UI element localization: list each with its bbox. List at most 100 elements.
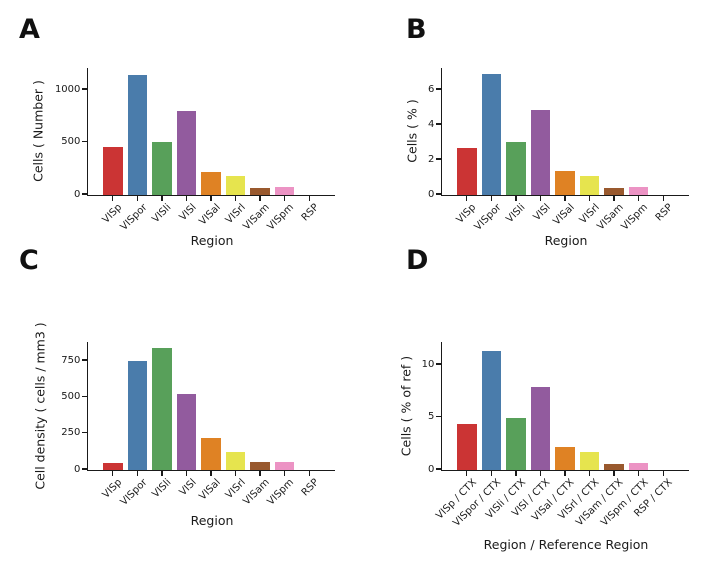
panel-letter-c: C — [19, 245, 39, 276]
x-tick-mark — [613, 196, 615, 201]
y-tick-label: 500 — [61, 136, 81, 147]
bar-vispm-ctx — [628, 463, 649, 470]
y-tick-label: 4 — [428, 118, 435, 130]
bar-visal — [201, 438, 221, 470]
plot-area-b: 0 2 4 6 VISp VISpor VISli VISl VISal VISrl VISam VI… — [428, 68, 689, 233]
x-tick-mark — [662, 471, 664, 476]
y-tick-mark — [82, 468, 87, 470]
x-tick-mark — [185, 196, 188, 201]
x-tick-mark — [161, 471, 163, 476]
x-tick-mark — [112, 196, 114, 201]
y-tick-label: 0 — [428, 463, 435, 475]
x-tick-mark — [613, 471, 615, 476]
bar-visal — [201, 171, 221, 195]
plot-area-c: 0 250 500 750 VISp VISpor VISli VISl VISal VISrl V… — [61, 342, 335, 508]
y-tick-mark — [436, 123, 441, 125]
bar-visp — [457, 148, 477, 195]
y-tick-mark — [82, 395, 87, 398]
bar-visrl — [225, 452, 246, 470]
bar-visli — [152, 348, 172, 470]
y-tick-mark — [436, 363, 441, 365]
y-tick-mark — [436, 468, 441, 470]
x-tick-mark — [185, 471, 188, 476]
bar-visam — [250, 462, 270, 470]
bar-visrl — [579, 176, 600, 195]
bar-visl — [176, 110, 197, 195]
y-tick-label: 250 — [61, 427, 81, 439]
bar-vispor-ctx — [481, 351, 502, 470]
y-tick-mark — [436, 193, 441, 195]
bar-visal-ctx — [555, 447, 575, 470]
x-tick-mark — [210, 471, 212, 476]
y-tick-mark — [436, 158, 441, 160]
bar-visli — [506, 142, 526, 195]
x-tick-mark — [161, 196, 163, 201]
bar-visal — [555, 170, 575, 195]
y-axis-label: Cells ( % of ref ) — [398, 355, 414, 456]
bar-visp-ctx — [457, 424, 477, 470]
y-tick-label: 0 — [428, 188, 435, 200]
x-tick-mark — [588, 471, 591, 476]
y-tick-label: 5 — [428, 411, 435, 423]
y-tick-label: 0 — [74, 188, 81, 200]
y-tick-mark — [82, 193, 87, 195]
bar-visam — [250, 187, 270, 195]
x-tick-mark — [466, 471, 468, 476]
x-tick-mark — [637, 471, 640, 476]
panel-letter-d: D — [406, 245, 429, 276]
y-tick-label: 1000 — [54, 83, 81, 95]
x-tick-mark — [308, 196, 310, 201]
y-tick-mark — [82, 359, 87, 361]
y-tick-mark — [82, 88, 87, 90]
x-tick-mark — [564, 196, 566, 201]
plot-area-a: 0 500 1000 VISp VISpor VISli VISl VISal VISrl VIS… — [55, 68, 335, 233]
x-tick-mark — [283, 471, 286, 476]
bar-visam — [604, 187, 624, 195]
y-tick-label: 0 — [74, 463, 81, 475]
x-tick-mark — [259, 196, 261, 201]
bar-vispm — [274, 462, 295, 470]
x-tick-mark — [490, 196, 492, 201]
bar-vispm — [628, 186, 649, 195]
plot-area-d: 0 5 10 VISp / CTX VISpor / CTX VISli / CTX VIS… — [422, 342, 689, 529]
x-tick-mark — [210, 196, 212, 201]
bar-visl — [530, 109, 551, 195]
x-tick-mark — [136, 471, 138, 476]
x-tick-mark — [515, 196, 517, 201]
x-tick-mark — [564, 471, 566, 476]
bar-visli-ctx — [506, 417, 526, 470]
panel-letter-a: A — [19, 14, 40, 45]
x-tick-mark — [283, 196, 286, 201]
x-axis-label: Region / Reference Region — [483, 537, 649, 552]
x-tick-mark — [136, 196, 138, 201]
x-tick-mark — [259, 471, 261, 476]
x-tick-mark — [637, 196, 640, 201]
x-tick-mark — [588, 196, 591, 201]
bar-visrl-ctx — [579, 452, 600, 470]
y-tick-label: 2 — [428, 153, 435, 165]
bar-visp — [103, 147, 123, 195]
bar-visrl — [225, 176, 246, 195]
bar-vispor — [127, 75, 148, 195]
bar-visam-ctx — [604, 464, 624, 470]
x-tick-mark — [234, 471, 237, 476]
y-tick-label: 750 — [61, 354, 81, 366]
x-tick-mark — [539, 471, 542, 476]
bar-visli — [152, 142, 172, 195]
bar-visl — [176, 394, 197, 470]
x-tick-mark — [466, 196, 468, 201]
y-tick-label: 6 — [428, 83, 435, 95]
x-axis-label: Region — [190, 513, 234, 528]
x-axis-label: Region — [544, 233, 588, 248]
x-axis-label: Region — [190, 233, 234, 248]
x-tick-mark — [515, 471, 517, 476]
x-tick-mark — [112, 471, 114, 476]
x-tick-mark — [539, 196, 542, 201]
y-tick-mark — [82, 140, 87, 143]
y-tick-label: 10 — [421, 358, 435, 370]
